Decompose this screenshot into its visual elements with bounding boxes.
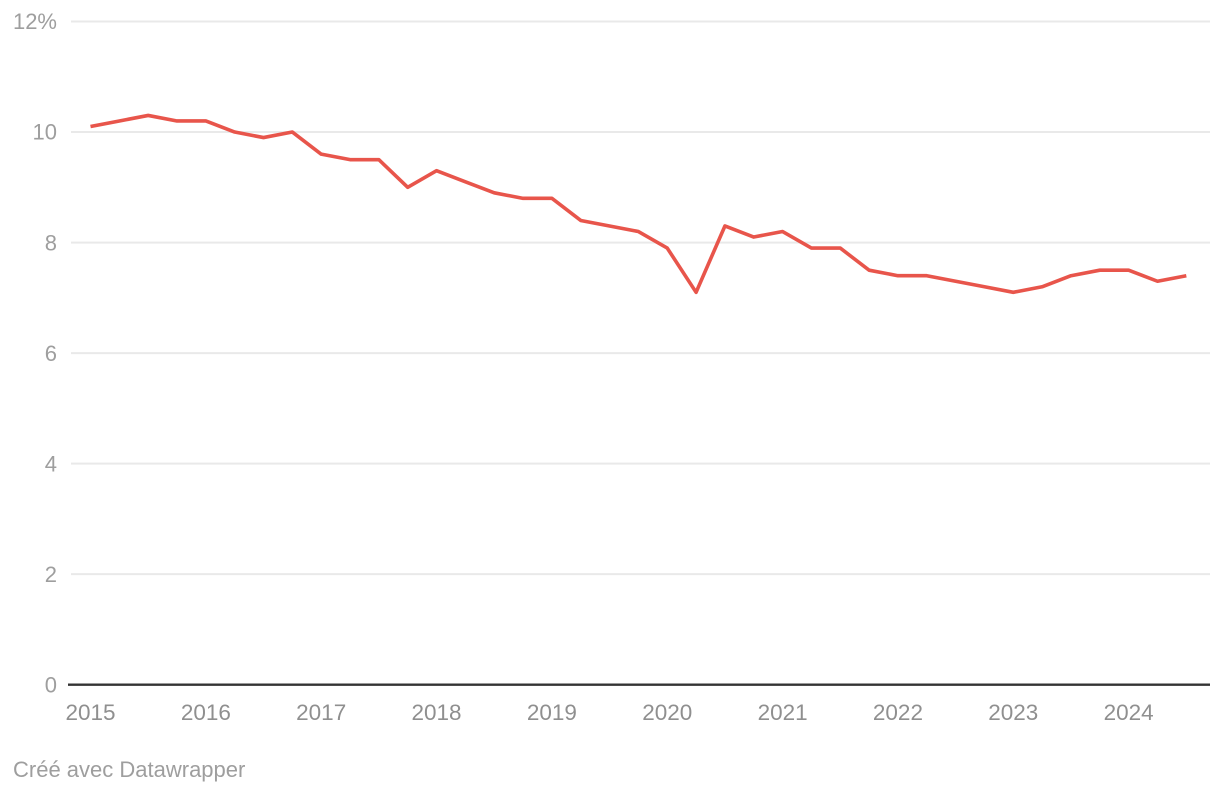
x-axis-label: 2024 <box>1104 700 1154 725</box>
y-axis-label: 0 <box>45 672 57 697</box>
x-axis-label: 2018 <box>412 700 462 725</box>
y-axis-label: 2 <box>45 562 57 587</box>
x-axis-label: 2016 <box>181 700 231 725</box>
y-axis-label: 12% <box>13 9 57 34</box>
x-axis-label: 2023 <box>988 700 1038 725</box>
trend-line <box>90 113 1187 295</box>
x-axis-label: 2015 <box>65 700 115 725</box>
x-axis-label: 2021 <box>758 700 808 725</box>
y-axis-label: 10 <box>33 120 57 145</box>
datawrapper-credit: Créé avec Datawrapper <box>13 757 246 782</box>
x-axis-label: 2020 <box>642 700 692 725</box>
x-axis-label: 2017 <box>296 700 346 725</box>
y-axis-label: 6 <box>45 341 57 366</box>
x-axis-label: 2019 <box>527 700 577 725</box>
x-axis-label: 2022 <box>873 700 923 725</box>
y-axis-label: 8 <box>45 230 57 255</box>
y-axis-label: 4 <box>45 451 57 476</box>
